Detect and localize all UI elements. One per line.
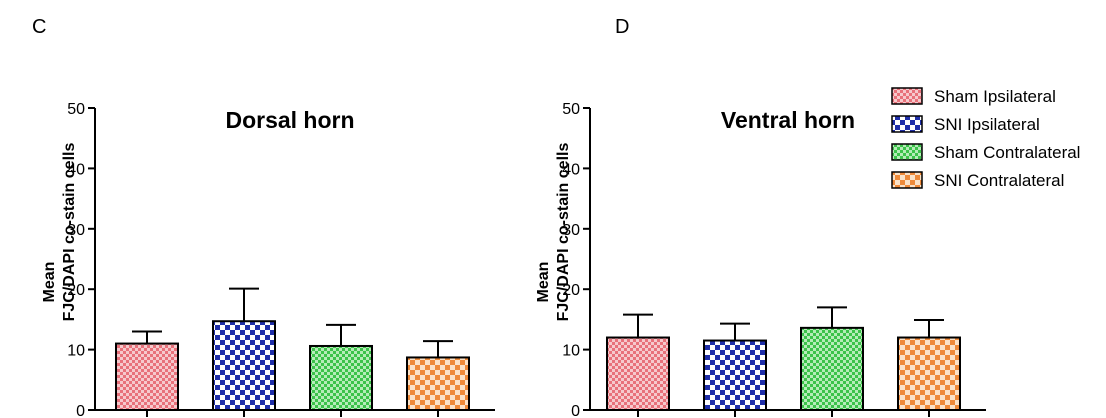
legend-swatch [891,143,923,161]
panel-letter-d: D [615,16,629,38]
legend-swatch [891,115,923,133]
bar [115,342,179,411]
y-axis-label-line2: FJC/DAPI co-stain cells [555,143,572,322]
legend-swatch [891,171,923,189]
bar [406,356,470,411]
bar [309,344,373,412]
chart-title: Ventral horn [721,107,855,133]
chart-title: Dorsal horn [225,107,354,133]
y-tick-label: 10 [67,343,85,360]
chart-ventral-horn: Ventral horn Mean FJC/DAPI co-stain cell… [535,101,986,418]
y-tick-label: 0 [76,403,85,418]
y-tick-label: 20 [67,282,85,299]
y-tick-label: 50 [67,101,85,118]
y-tick-label: 20 [562,282,580,299]
legend-label: SNI Ipsilateral [934,115,1040,134]
y-tick-label: 40 [67,161,85,178]
legend-swatch [891,87,923,105]
y-tick-label: 40 [562,161,580,178]
y-axis-label-line2: FJC/DAPI co-stain cells [61,143,78,322]
panel-letter-c: C [32,16,46,38]
legend-label: Sham Ipsilateral [934,87,1056,106]
y-tick-label: 30 [562,222,580,239]
bar [897,336,961,411]
bar [606,336,670,411]
y-axis-label-line1: Mean [535,262,552,303]
legend-label: Sham Contralateral [934,143,1080,162]
y-tick-label: 50 [562,101,580,118]
y-axis-label-line1: Mean [41,262,58,303]
bar [800,326,864,411]
bar [212,320,276,412]
y-tick-label: 10 [562,343,580,360]
chart-dorsal-horn: Dorsal horn Mean FJC/DAPI co-stain cells… [41,101,495,418]
legend: Sham Ipsilateral SNI Ipsilateral Sham Cont… [891,87,1080,190]
y-tick-label: 0 [571,403,580,418]
legend-label: SNI Contralateral [934,171,1064,190]
y-tick-label: 30 [67,222,85,239]
bar [703,339,767,412]
